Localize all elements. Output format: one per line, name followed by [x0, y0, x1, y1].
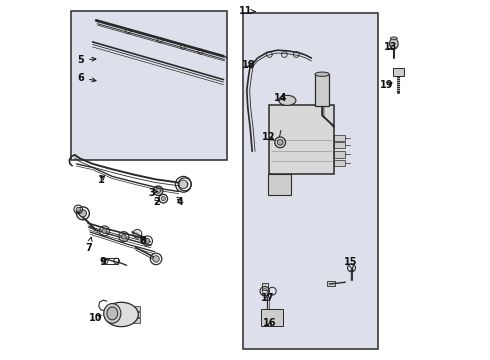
Bar — [327, 282, 335, 286]
Text: 8: 8 — [139, 236, 146, 246]
Text: 4: 4 — [177, 197, 184, 207]
Bar — [133, 306, 140, 311]
Ellipse shape — [315, 72, 329, 76]
Text: 1: 1 — [98, 175, 104, 185]
Bar — [334, 142, 345, 148]
Bar — [262, 283, 268, 291]
Text: 2: 2 — [153, 197, 160, 207]
Text: 15: 15 — [344, 257, 358, 270]
Text: 14: 14 — [274, 93, 288, 103]
Text: 12: 12 — [262, 132, 275, 142]
Text: 10: 10 — [90, 313, 103, 323]
Circle shape — [277, 139, 283, 145]
Text: 3: 3 — [148, 188, 158, 198]
Circle shape — [122, 234, 126, 239]
Circle shape — [79, 210, 87, 217]
Circle shape — [76, 207, 80, 212]
Circle shape — [181, 181, 188, 188]
FancyBboxPatch shape — [269, 174, 291, 195]
Text: 19: 19 — [380, 80, 393, 90]
Circle shape — [153, 256, 159, 262]
Circle shape — [179, 180, 188, 189]
Bar — [133, 319, 140, 323]
Circle shape — [145, 238, 150, 243]
Ellipse shape — [390, 39, 398, 49]
Circle shape — [102, 228, 107, 233]
Text: 17: 17 — [261, 293, 274, 303]
Text: 6: 6 — [77, 73, 96, 83]
Text: 11: 11 — [239, 6, 255, 17]
Text: 5: 5 — [77, 55, 96, 65]
Ellipse shape — [107, 307, 118, 320]
Ellipse shape — [104, 303, 121, 323]
Bar — [133, 312, 140, 317]
Circle shape — [156, 188, 161, 193]
Ellipse shape — [390, 37, 397, 40]
Ellipse shape — [104, 302, 138, 327]
Text: 7: 7 — [85, 237, 92, 253]
Bar — [315, 74, 329, 107]
Bar — [334, 160, 345, 166]
Bar — [334, 151, 345, 158]
Bar — [334, 135, 345, 141]
Circle shape — [161, 197, 166, 201]
Bar — [71, 12, 227, 160]
Text: 18: 18 — [242, 60, 255, 70]
Ellipse shape — [279, 95, 296, 105]
FancyBboxPatch shape — [393, 68, 403, 76]
Text: 13: 13 — [384, 42, 397, 52]
FancyBboxPatch shape — [262, 310, 283, 326]
Bar — [243, 13, 378, 348]
Text: 16: 16 — [263, 319, 277, 328]
Text: 9: 9 — [100, 257, 107, 267]
FancyBboxPatch shape — [269, 105, 334, 174]
